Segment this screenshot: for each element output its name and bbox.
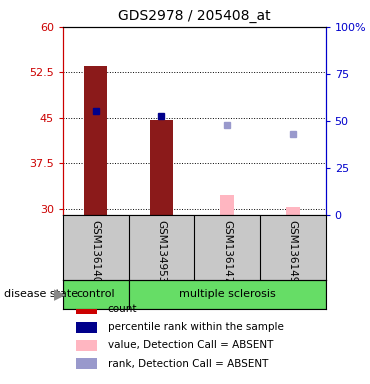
Bar	[63, 280, 129, 309]
Bar	[150, 120, 173, 215]
Text: GSM134953: GSM134953	[157, 220, 166, 283]
Text: GSM136147: GSM136147	[222, 220, 232, 283]
Title: GDS2978 / 205408_at: GDS2978 / 205408_at	[118, 9, 270, 23]
Bar	[129, 280, 326, 309]
Bar	[76, 340, 97, 351]
Bar	[84, 66, 107, 215]
Text: GSM136149: GSM136149	[288, 220, 298, 283]
Bar	[76, 358, 97, 369]
Text: rank, Detection Call = ABSENT: rank, Detection Call = ABSENT	[108, 359, 268, 369]
Text: control: control	[77, 289, 115, 300]
Text: disease state: disease state	[4, 289, 78, 300]
Bar	[76, 304, 97, 314]
Bar	[76, 322, 97, 333]
Text: GSM136140: GSM136140	[91, 220, 101, 283]
Text: percentile rank within the sample: percentile rank within the sample	[108, 322, 283, 332]
Bar	[220, 195, 234, 215]
Text: value, Detection Call = ABSENT: value, Detection Call = ABSENT	[108, 340, 273, 351]
Text: ▶: ▶	[54, 287, 65, 302]
Text: count: count	[108, 304, 137, 314]
Bar	[286, 207, 300, 215]
Text: multiple sclerosis: multiple sclerosis	[179, 289, 275, 300]
